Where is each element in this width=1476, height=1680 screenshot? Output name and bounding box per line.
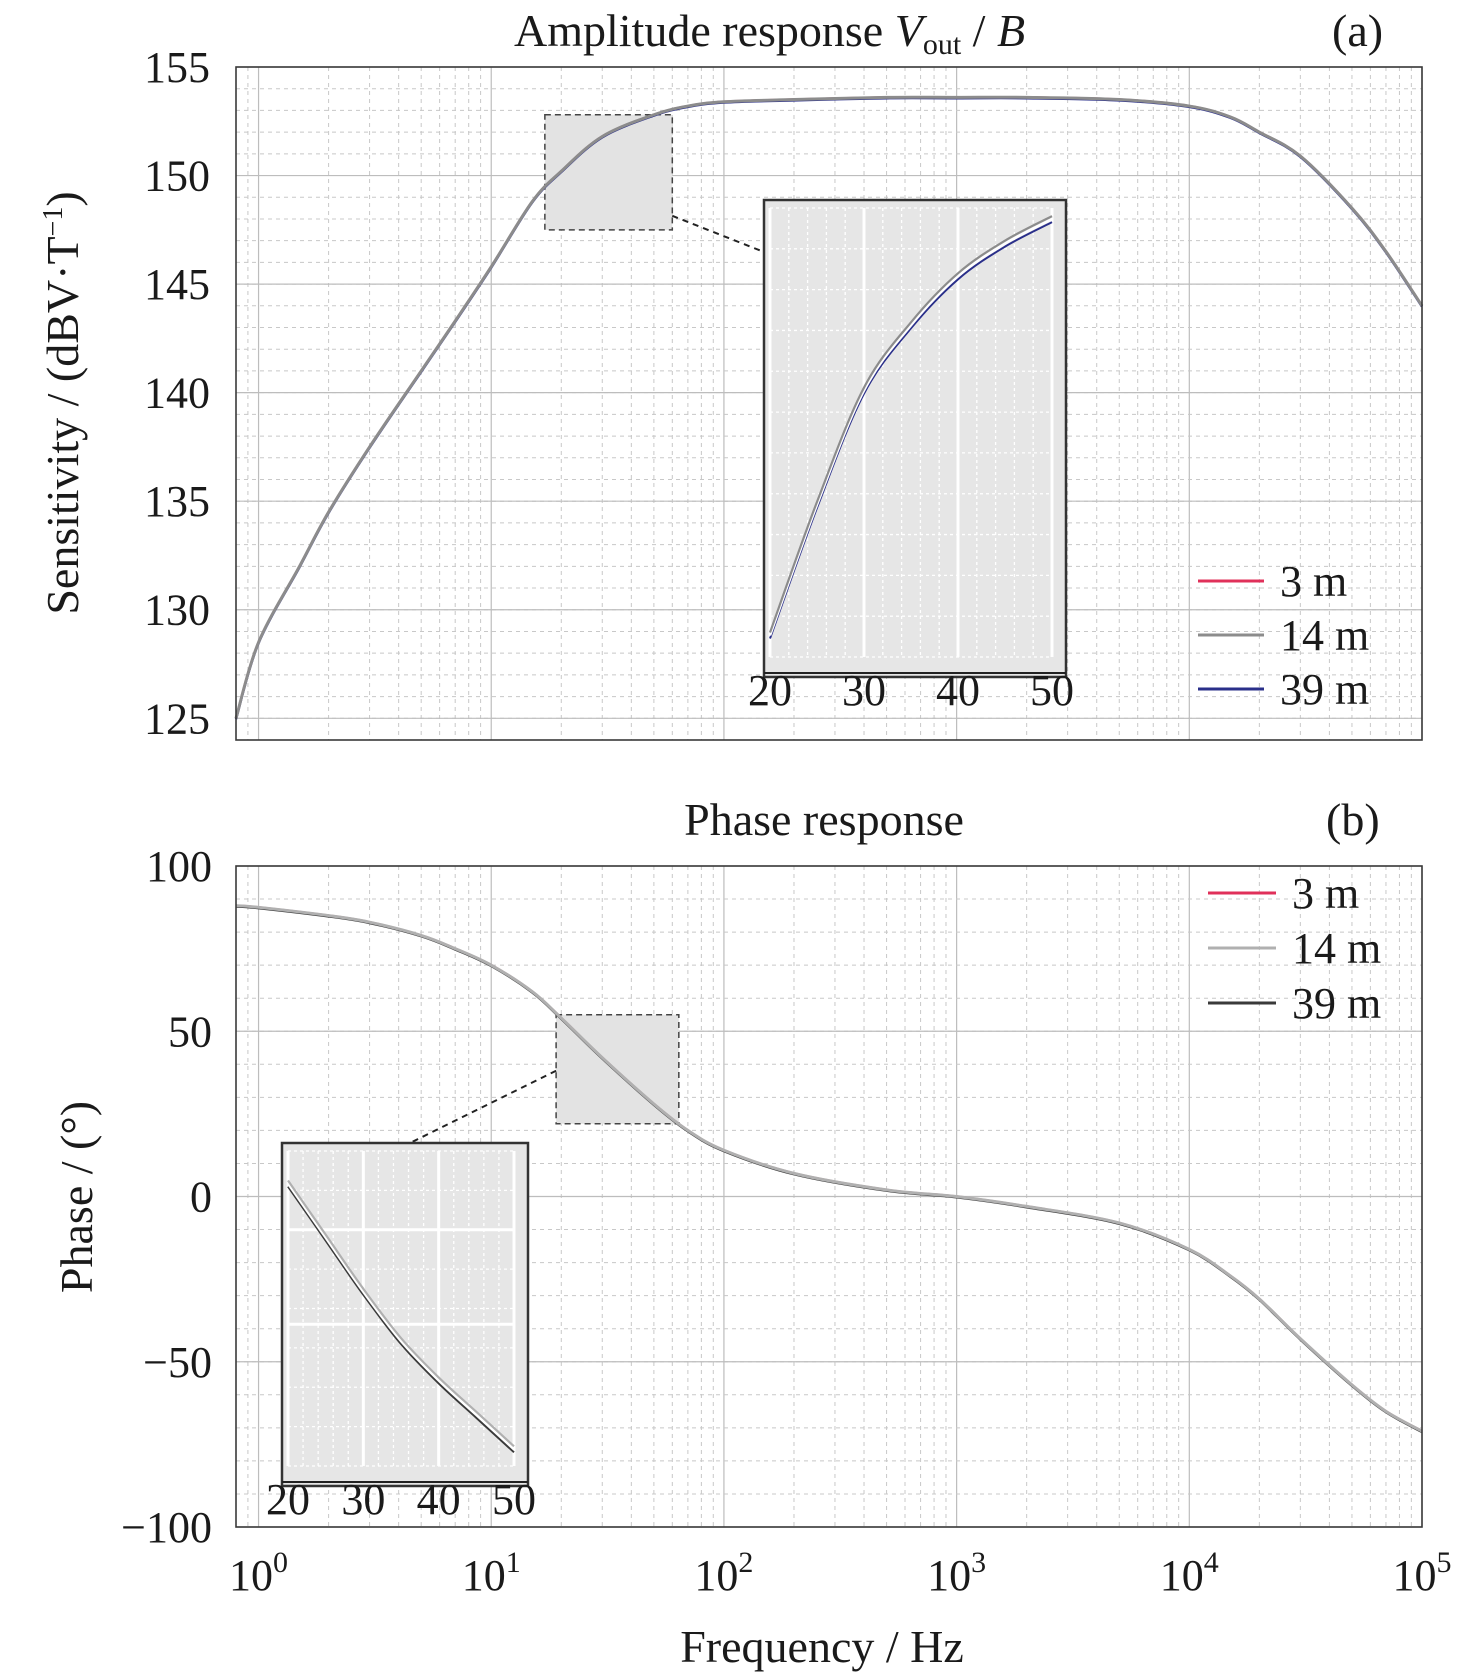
amplitude-inset-frame — [762, 198, 1068, 679]
phase-y-axis-title: Phase / (°) — [51, 1101, 102, 1293]
phase-legend-label: 39 m — [1292, 979, 1381, 1028]
phase-panel: 100 50 0 −50 −100 100 101 102 103 104 105 Phase r… — [51, 794, 1452, 1672]
amplitude-y-tick-label: 150 — [144, 152, 210, 201]
amplitude-y-tick-label: 135 — [144, 477, 210, 526]
amplitude-y-tick-labels: 125 130 135 140 145 150 155 — [144, 43, 210, 743]
phase-connector-line — [409, 1069, 557, 1144]
phase-y-tick-labels: 100 50 0 −50 −100 — [121, 842, 212, 1552]
phase-x-tick-label: 101 — [462, 1546, 521, 1600]
phase-lines — [235, 904, 1423, 1434]
amplitude-y-tick-label: 140 — [144, 369, 210, 418]
phase-y-tick-label: 100 — [146, 842, 212, 891]
phase-plot-frame — [235, 865, 1423, 1528]
phase-legend: 3 m 14 m 39 m — [1208, 869, 1381, 1028]
amplitude-title: Amplitude response Vout / B — [514, 5, 1025, 61]
phase-y-tick-label: 50 — [168, 1007, 212, 1056]
phase-inset-series-line — [287, 1179, 515, 1448]
amplitude-inset-tick-label: 40 — [936, 666, 980, 715]
phase-y-tick-label: 0 — [190, 1173, 212, 1222]
phase-x-tick-label: 103 — [927, 1546, 986, 1600]
amplitude-series-line — [234, 95, 1424, 719]
phase-inset-tick-label: 30 — [341, 1475, 385, 1524]
amplitude-inset-tick-label: 30 — [842, 666, 886, 715]
amplitude-lines — [234, 95, 1424, 720]
phase-x-tick-label: 100 — [229, 1546, 288, 1600]
phase-title: Phase response — [684, 794, 964, 845]
phase-x-tick-labels: 100 101 102 103 104 105 — [229, 1546, 1451, 1600]
phase-x-tick-label: 105 — [1393, 1546, 1452, 1600]
phase-legend-label: 3 m — [1292, 869, 1359, 918]
amplitude-y-tick-label: 155 — [144, 43, 210, 92]
amplitude-legend-label: 3 m — [1280, 557, 1347, 606]
amplitude-legend-label: 14 m — [1280, 611, 1369, 660]
phase-x-tick-label: 102 — [694, 1546, 753, 1600]
phase-inset: 20 30 40 50 — [266, 1141, 536, 1524]
phase-legend-label: 14 m — [1292, 924, 1381, 973]
phase-y-tick-label: −50 — [143, 1338, 212, 1387]
amplitude-connector-line — [671, 214, 765, 253]
amplitude-y-axis-title: Sensitivity / (dBV·T−1) — [37, 191, 88, 614]
amplitude-inset: 20 30 40 50 — [748, 198, 1074, 715]
amplitude-plot-frame — [235, 66, 1423, 741]
amplitude-y-tick-label: 145 — [144, 260, 210, 309]
phase-y-tick-label: −100 — [121, 1503, 212, 1552]
amplitude-inset-series-line — [768, 215, 1053, 633]
amplitude-zoom-connector — [671, 214, 765, 253]
amplitude-legend: 3 m 14 m 39 m — [1198, 557, 1369, 714]
phase-inset-series-line — [287, 1185, 515, 1454]
amplitude-legend-label: 39 m — [1280, 665, 1369, 714]
phase-inset-series-line — [286, 1182, 515, 1451]
phase-inset-tick-label: 20 — [266, 1475, 310, 1524]
amplitude-panel-tag: (a) — [1332, 5, 1383, 56]
amplitude-y-tick-label: 130 — [144, 586, 210, 635]
phase-zoom-connector — [409, 1069, 557, 1144]
phase-inset-tick-label: 40 — [417, 1475, 461, 1524]
phase-x-tick-label: 104 — [1160, 1546, 1219, 1600]
amplitude-inset-tick-label: 20 — [748, 666, 792, 715]
phase-inset-tick-label: 50 — [492, 1475, 536, 1524]
phase-inset-frame — [280, 1141, 530, 1488]
amplitude-panel: 125 130 135 140 145 150 155 Amplitude response… — [37, 5, 1424, 743]
amplitude-inset-tick-label: 50 — [1030, 666, 1074, 715]
phase-panel-tag: (b) — [1326, 794, 1380, 845]
phase-series-line — [235, 904, 1423, 1433]
x-axis-title: Frequency / Hz — [680, 1621, 964, 1672]
amplitude-y-tick-label: 125 — [144, 694, 210, 743]
